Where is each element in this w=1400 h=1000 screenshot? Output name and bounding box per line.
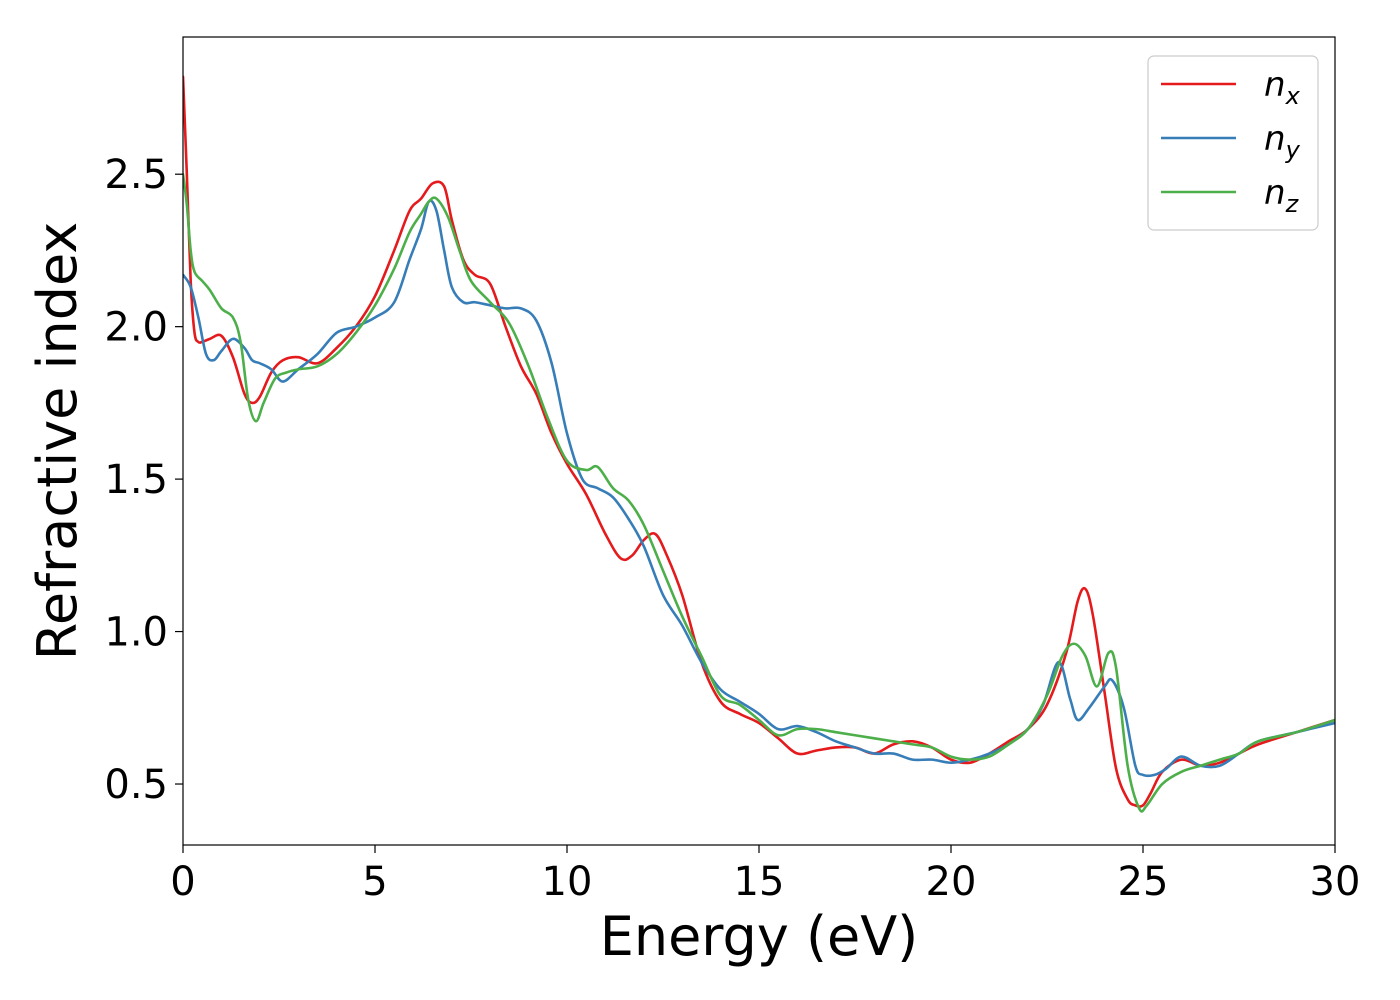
- x-tick-label: 5: [362, 859, 387, 905]
- x-tick-label: 20: [926, 859, 977, 905]
- x-axis-label: Energy (eV): [600, 905, 919, 968]
- y-tick-label: 0.5: [104, 762, 168, 808]
- series-line-y: [183, 199, 1335, 778]
- y-tick-label: 1.5: [104, 457, 168, 503]
- y-axis: 0.5 1.0 1.5 2.0 2.5: [104, 152, 183, 808]
- x-tick-label: 0: [170, 859, 195, 905]
- x-tick-label: 25: [1118, 859, 1169, 905]
- series-line-x: [183, 75, 1335, 808]
- legend-label-y: ny: [1264, 119, 1301, 164]
- series-line-z: [183, 172, 1335, 813]
- plot-area: [183, 75, 1335, 813]
- y-tick-label: 2.0: [104, 305, 168, 351]
- y-tick-label: 2.5: [104, 152, 168, 198]
- y-tick-label: 1.0: [104, 610, 168, 656]
- x-tick-label: 10: [542, 859, 593, 905]
- x-tick-label: 30: [1310, 859, 1361, 905]
- x-axis: 0 5 10 15 20 25 30: [170, 845, 1360, 905]
- legend-label-x: nx: [1264, 65, 1301, 110]
- y-axis-label: Refractive index: [26, 222, 89, 661]
- x-tick-label: 15: [734, 859, 785, 905]
- legend-box: [1147, 55, 1319, 231]
